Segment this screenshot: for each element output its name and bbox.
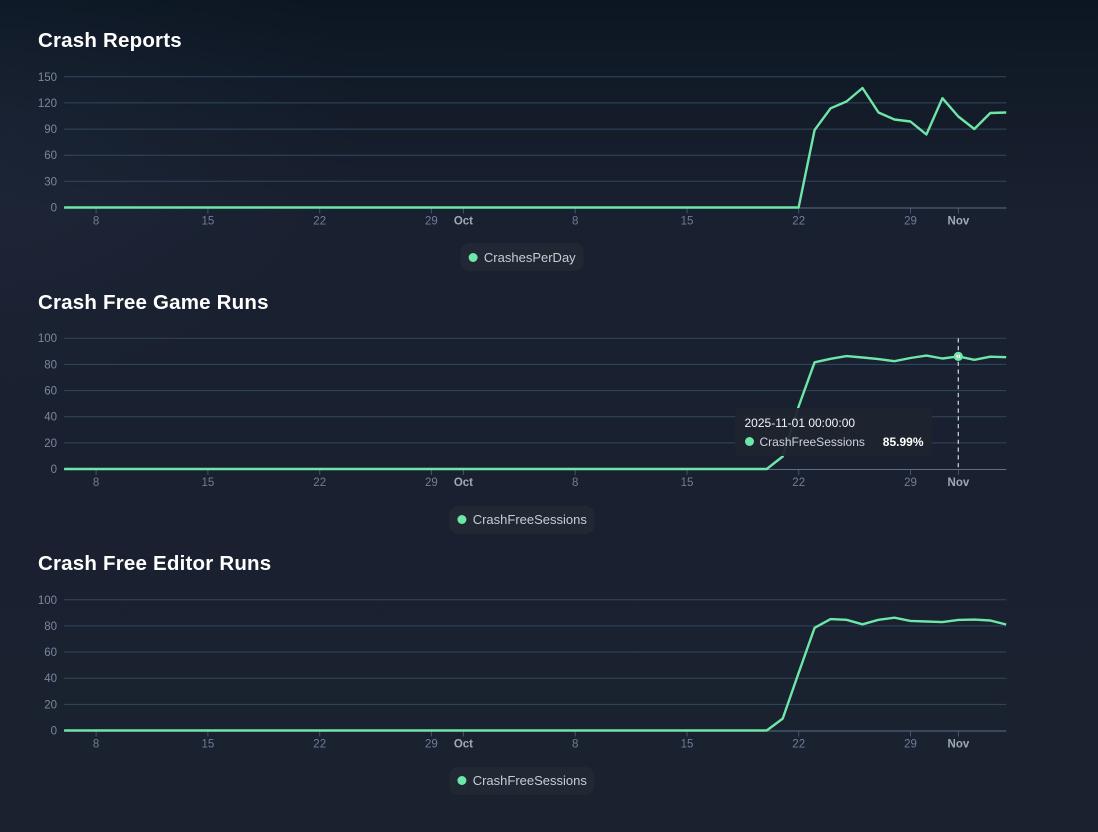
svg-text:Nov: Nov (948, 739, 970, 751)
svg-text:80: 80 (44, 621, 57, 633)
svg-text:100: 100 (38, 333, 57, 345)
svg-text:120: 120 (38, 98, 57, 110)
svg-text:100: 100 (38, 595, 57, 607)
svg-text:29: 29 (425, 477, 438, 489)
svg-text:29: 29 (904, 216, 917, 228)
svg-text:80: 80 (44, 359, 57, 371)
svg-text:8: 8 (572, 739, 578, 751)
svg-text:8: 8 (93, 477, 99, 489)
svg-text:90: 90 (44, 124, 57, 136)
svg-text:22: 22 (313, 739, 326, 751)
svg-text:Nov: Nov (948, 216, 970, 228)
svg-text:60: 60 (44, 150, 57, 162)
svg-text:29: 29 (425, 216, 438, 228)
svg-text:60: 60 (44, 386, 57, 398)
svg-text:0: 0 (51, 726, 57, 738)
svg-text:30: 30 (44, 176, 57, 188)
svg-text:22: 22 (792, 477, 805, 489)
svg-text:15: 15 (681, 739, 694, 751)
svg-text:Oct: Oct (454, 216, 473, 228)
svg-text:15: 15 (681, 477, 694, 489)
svg-text:29: 29 (425, 739, 438, 751)
svg-text:22: 22 (313, 216, 326, 228)
svg-text:40: 40 (44, 412, 57, 424)
svg-text:0: 0 (51, 464, 57, 476)
svg-text:150: 150 (38, 72, 57, 84)
svg-text:Nov: Nov (948, 477, 970, 489)
svg-text:8: 8 (93, 739, 99, 751)
svg-text:15: 15 (202, 739, 215, 751)
svg-text:29: 29 (904, 477, 917, 489)
svg-text:8: 8 (572, 216, 578, 228)
svg-text:0: 0 (51, 203, 57, 215)
svg-text:22: 22 (792, 216, 805, 228)
svg-text:29: 29 (904, 739, 917, 751)
svg-text:22: 22 (313, 477, 326, 489)
svg-text:Oct: Oct (454, 739, 473, 751)
svg-text:15: 15 (202, 477, 215, 489)
svg-text:22: 22 (792, 739, 805, 751)
svg-text:60: 60 (44, 647, 57, 659)
svg-text:20: 20 (44, 438, 57, 450)
svg-text:8: 8 (93, 216, 99, 228)
svg-text:8: 8 (572, 477, 578, 489)
svg-text:40: 40 (44, 673, 57, 685)
svg-text:20: 20 (44, 699, 57, 711)
svg-text:Oct: Oct (454, 477, 473, 489)
svg-text:15: 15 (202, 216, 215, 228)
svg-text:15: 15 (681, 216, 694, 228)
